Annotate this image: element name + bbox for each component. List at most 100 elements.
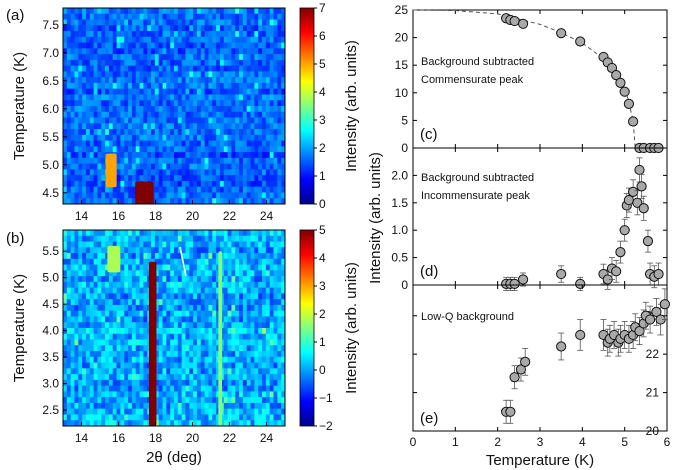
heatmap-cell: [124, 192, 129, 199]
heatmap-cell: [143, 351, 148, 358]
heatmap-cell: [273, 310, 278, 317]
heatmap-cell: [216, 264, 221, 271]
heatmap-cell: [185, 106, 190, 113]
heatmap-cell: [124, 270, 129, 277]
heatmap-cell: [277, 94, 282, 101]
heatmap-cell: [108, 25, 114, 32]
heatmap-cell: [139, 94, 144, 101]
heatmap-cell: [143, 134, 148, 141]
heatmap-cell: [147, 258, 152, 265]
heatmap-cell: [116, 270, 121, 277]
heatmap-cell: [63, 356, 68, 363]
heatmap-cell: [170, 77, 175, 84]
heatmap-cell: [120, 106, 125, 113]
heatmap-cell: [82, 65, 87, 72]
heatmap-cell: [70, 351, 75, 358]
heatmap-cell: [250, 198, 255, 205]
heatmap-cell: [143, 25, 148, 32]
heatmap-cell: [74, 117, 79, 124]
heatmap-cell: [154, 111, 160, 118]
heatmap-cell: [200, 258, 206, 265]
heatmap-cell: [74, 368, 79, 375]
y-tick-label: 5.5: [42, 130, 59, 144]
heatmap-cell: [70, 111, 75, 118]
heatmap-cell: [101, 175, 106, 182]
heatmap-cell: [105, 414, 110, 421]
heatmap-cell: [139, 235, 144, 242]
heatmap-cell: [166, 316, 171, 323]
heatmap-cell: [63, 339, 68, 346]
heatmap-cell: [258, 152, 263, 159]
heatmap-cell: [131, 241, 137, 248]
heatmap-cell: [193, 356, 198, 363]
heatmap-cell: [193, 339, 198, 346]
heatmap-cell: [265, 146, 271, 153]
heatmap-cell: [204, 106, 209, 113]
heatmap-cell: [105, 328, 110, 335]
heatmap-cell: [189, 304, 194, 312]
heatmap-cell: [277, 287, 282, 294]
heatmap-cell: [101, 374, 106, 381]
heatmap-cell: [223, 31, 228, 38]
heatmap-cell: [174, 31, 179, 38]
heatmap-cell: [108, 408, 114, 415]
heatmap-cell: [162, 140, 167, 147]
heatmap-cell: [242, 420, 248, 427]
heatmap-cell: [93, 374, 98, 381]
heatmap-cell: [269, 310, 274, 317]
heatmap-cell: [269, 94, 274, 101]
heatmap-cell: [101, 123, 106, 130]
heatmap-cell: [120, 420, 125, 427]
heatmap-cell: [82, 175, 87, 182]
heatmap-cell: [239, 339, 244, 346]
heatmap-cell: [265, 180, 271, 188]
heatmap-cell: [93, 304, 98, 312]
heatmap-cell: [70, 146, 75, 153]
heatmap-cell: [227, 31, 232, 38]
heatmap-cell: [223, 8, 228, 15]
heatmap-cell: [63, 414, 68, 421]
heatmap-cell: [143, 420, 148, 427]
heatmap-cell: [85, 19, 91, 26]
heatmap-cell: [196, 385, 202, 392]
heatmap-cell: [277, 230, 282, 237]
heatmap-cell: [227, 100, 232, 107]
heatmap-cell: [212, 310, 217, 317]
heatmap-cell: [235, 134, 240, 141]
heatmap-cell: [158, 134, 163, 141]
heatmap-cell: [250, 19, 255, 26]
heatmap-cell: [277, 71, 282, 78]
heatmap-cell: [262, 253, 267, 260]
heatmap-cell: [151, 117, 156, 124]
heatmap-cell: [82, 287, 87, 294]
heatmap-cell: [101, 77, 106, 84]
heatmap-cell: [97, 48, 102, 55]
heatmap-cell: [185, 31, 190, 38]
heatmap-cell: [174, 253, 179, 260]
heatmap-cell: [273, 117, 278, 124]
heatmap-cell: [174, 146, 179, 153]
heatmap-cell: [193, 48, 198, 55]
heatmap-cell: [135, 100, 140, 107]
heatmap-cell: [154, 180, 160, 188]
data-point: [619, 225, 630, 236]
heatmap-cell: [262, 351, 267, 358]
heatmap-cell: [74, 175, 79, 182]
heatmap-cell: [143, 408, 148, 415]
heatmap-cell: [112, 414, 117, 421]
heatmap-cell: [208, 241, 213, 248]
heatmap-cell: [273, 8, 278, 15]
heatmap-cell: [139, 397, 144, 404]
heatmap-cell: [189, 186, 194, 193]
heatmap-cell: [189, 100, 194, 107]
x-tick-label: 5: [621, 435, 628, 449]
heatmap-cell: [116, 408, 121, 415]
heatmap-cell: [154, 198, 160, 205]
heatmap-cell: [200, 146, 206, 153]
heatmap-cell: [70, 140, 75, 147]
heatmap-cell: [78, 276, 83, 283]
heatmap-cell: [189, 258, 194, 265]
heatmap-cell: [97, 414, 102, 421]
heatmap-cell: [189, 111, 194, 118]
heatmap-cell: [174, 77, 179, 84]
